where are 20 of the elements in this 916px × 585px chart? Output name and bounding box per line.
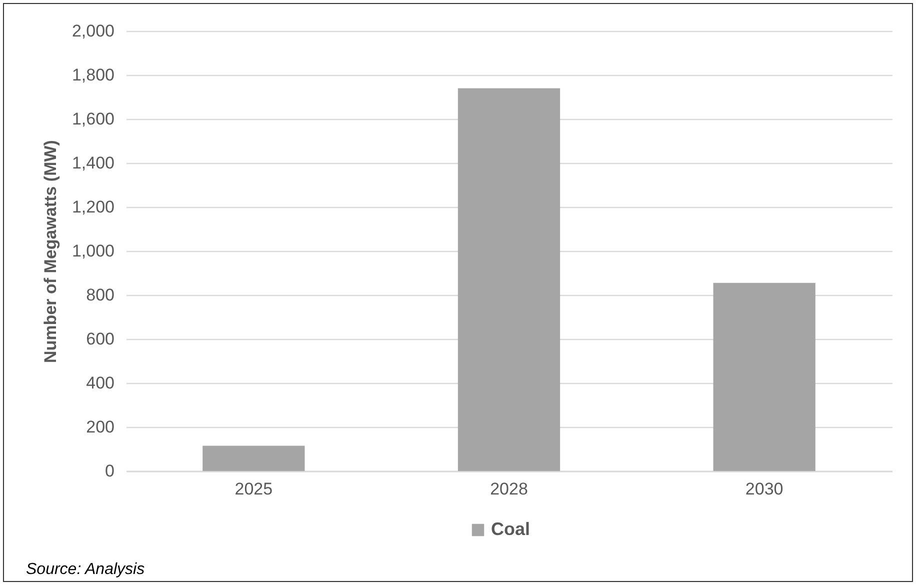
x-tick-label: 2028 bbox=[490, 480, 528, 498]
x-tick-label: 2025 bbox=[234, 480, 273, 498]
y-tick-label: 1,600 bbox=[72, 110, 114, 128]
y-tick-label: 400 bbox=[86, 374, 114, 392]
y-tick-label: 1,800 bbox=[72, 66, 114, 84]
y-tick-label: 0 bbox=[105, 462, 114, 480]
y-tick-label: 2,000 bbox=[72, 22, 114, 40]
bar bbox=[713, 282, 816, 471]
y-tick-label: 1,200 bbox=[72, 198, 114, 216]
y-tick-label: 1,000 bbox=[72, 242, 114, 260]
bar bbox=[458, 88, 560, 471]
y-tick-label: 1,400 bbox=[72, 154, 114, 172]
y-tick-label: 800 bbox=[86, 286, 114, 304]
source-note: Source: Analysis bbox=[26, 561, 145, 578]
y-tick-label: 600 bbox=[86, 330, 114, 348]
legend-label: Coal bbox=[491, 519, 530, 539]
y-tick-label: 200 bbox=[86, 418, 114, 436]
y-axis-title: Number of Megawatts (MW) bbox=[40, 140, 60, 363]
x-tick-label: 2030 bbox=[745, 480, 784, 498]
bar bbox=[202, 446, 305, 471]
